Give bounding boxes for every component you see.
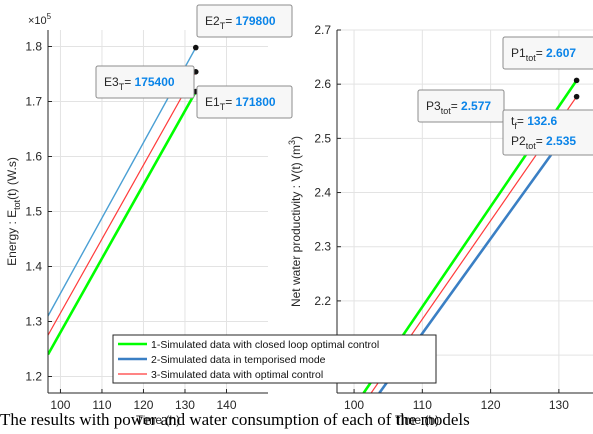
- legend-label: 3-Simulated data with optimal control: [151, 369, 323, 381]
- datatip-e1: E1T= 171800: [196, 85, 293, 119]
- y-tick-label: 1.3: [25, 315, 42, 329]
- datatip-box: [417, 89, 505, 123]
- datatip-value: 175400: [135, 75, 175, 89]
- datatip-label: P1: [511, 46, 526, 60]
- y-axis-label-tail: ): [289, 136, 303, 140]
- y-tick-label: 2.5: [314, 131, 331, 145]
- datatip-label: E1: [205, 95, 220, 109]
- x-tick-label: 130: [549, 398, 569, 412]
- y-tick-label: 1.4: [25, 260, 42, 274]
- series-line-s1: [48, 90, 197, 356]
- datatip-equals: =: [225, 14, 235, 28]
- datatip-text: tf= 132.6: [511, 114, 558, 131]
- y-axis-label-main: Net water productivity : V(t) (m: [289, 145, 303, 307]
- x-axis-label: Time (h): [136, 413, 180, 427]
- legend-entry-s1: 1-Simulated data with closed loop optima…: [118, 339, 379, 351]
- legend-box: [112, 334, 437, 384]
- x-tick-label: 120: [481, 398, 501, 412]
- y-axis-label: Net water productivity : V(t) (m3): [287, 136, 303, 307]
- datatip-e2: E2T= 179800: [196, 4, 293, 38]
- y-axis-label-main: Energy : E: [5, 210, 19, 266]
- datatip-e3: E3T= 175400: [95, 65, 195, 99]
- series-line-s3: [48, 71, 197, 336]
- datatip-subscript: tot: [441, 106, 452, 116]
- x-tick-label: 130: [175, 398, 195, 412]
- datatip-value: 2.577: [461, 99, 491, 113]
- y-tick-label: 2.6: [314, 77, 331, 91]
- datatip-value: 2.535: [546, 134, 576, 148]
- datatip-value: 171800: [236, 95, 276, 109]
- datatip-equals: =: [517, 114, 527, 128]
- legend: 1-Simulated data with closed loop optima…: [112, 334, 437, 384]
- datatip-value: 2.607: [546, 46, 576, 60]
- y-tick-label: 2.7: [314, 23, 331, 37]
- y-tick-label: 1.6: [25, 150, 42, 164]
- datatip-marker-p1: [573, 77, 580, 84]
- datatip-marker-p3: [573, 93, 580, 100]
- legend-label: 2-Simulated data in temporised mode: [151, 354, 326, 366]
- x-tick-label: 110: [413, 398, 432, 412]
- y-tick-label: 2.3: [314, 240, 331, 254]
- datatip-value: 132.6: [527, 114, 557, 128]
- datatip-box: [502, 109, 593, 156]
- y-axis-label-sub: tot: [12, 199, 22, 210]
- datatip-equals: =: [225, 95, 235, 109]
- y-tick-label: 2.4: [314, 186, 331, 200]
- datatip-equals: =: [536, 46, 546, 60]
- datatip-p2: P2tot= 2.535: [511, 134, 576, 151]
- datatip-text: P2tot= 2.535: [511, 134, 576, 151]
- datatip-text: E2T= 179800: [205, 14, 276, 31]
- datatip-text: E1T= 171800: [205, 95, 276, 112]
- y-exponent-base: ×10: [28, 15, 47, 27]
- y-tick-label: 2.2: [314, 294, 331, 308]
- datatip-label: t: [511, 114, 515, 128]
- y-tick-label: 1.5: [25, 205, 42, 219]
- x-tick-label: 100: [344, 398, 364, 412]
- datatip-equals: =: [124, 75, 134, 89]
- y-tick-label: 1.8: [25, 40, 42, 54]
- datatip-subscript: tot: [526, 141, 537, 151]
- datatip-box: [95, 65, 195, 99]
- datatip-subscript: T: [220, 102, 226, 112]
- x-tick-label: 100: [50, 398, 70, 412]
- datatip-text: E3T= 175400: [104, 75, 175, 92]
- datatip-label: E2: [205, 14, 220, 28]
- datatip-p1: P1tot= 2.607: [502, 36, 593, 70]
- figure-caption: The results with power and water consump…: [0, 410, 470, 429]
- datatip-marker-e2: [192, 44, 199, 51]
- datatip-subscript: T: [119, 82, 125, 92]
- legend-entry-s3: 3-Simulated data with optimal control: [118, 369, 323, 381]
- datatip-label: P2: [511, 134, 526, 148]
- x-tick-label: 120: [133, 398, 153, 412]
- datatip-value: 179800: [236, 14, 276, 28]
- datatip-label: E3: [104, 75, 119, 89]
- datatip-box: [196, 85, 293, 119]
- datatip-text: P1tot= 2.607: [511, 46, 576, 63]
- y-tick-label: 1.7: [25, 95, 42, 109]
- y-exponent-power: 5: [47, 12, 52, 21]
- x-axis-label: Time (h): [395, 413, 439, 427]
- datatip-text: P3tot= 2.577: [426, 99, 491, 116]
- legend-label: 1-Simulated data with closed loop optima…: [151, 339, 379, 351]
- datatip-box: [196, 4, 293, 38]
- x-tick-label: 110: [92, 398, 111, 412]
- y-axis-label-sup: 3: [287, 140, 297, 145]
- datatip-subscript: f: [514, 121, 517, 131]
- y-exponent-label: ×105: [28, 12, 52, 27]
- datatip-subscript: T: [220, 21, 226, 31]
- datatip-equals: =: [451, 99, 461, 113]
- datatip-equals: =: [536, 134, 546, 148]
- y-axis-label: Energy : Etot(t) (W.s): [5, 157, 22, 266]
- y-tick-label: 1.2: [25, 370, 42, 384]
- y-axis-label-tail: (t) (W.s): [5, 157, 19, 200]
- datatip-p3: P3tot= 2.577: [417, 89, 505, 123]
- legend-entry-s2: 2-Simulated data in temporised mode: [118, 354, 326, 366]
- datatip-tf: tf= 132.6: [502, 109, 593, 156]
- datatip-box: [502, 36, 593, 70]
- datatip-label: P3: [426, 99, 441, 113]
- datatip-subscript: tot: [526, 53, 537, 63]
- x-tick-label: 140: [216, 398, 236, 412]
